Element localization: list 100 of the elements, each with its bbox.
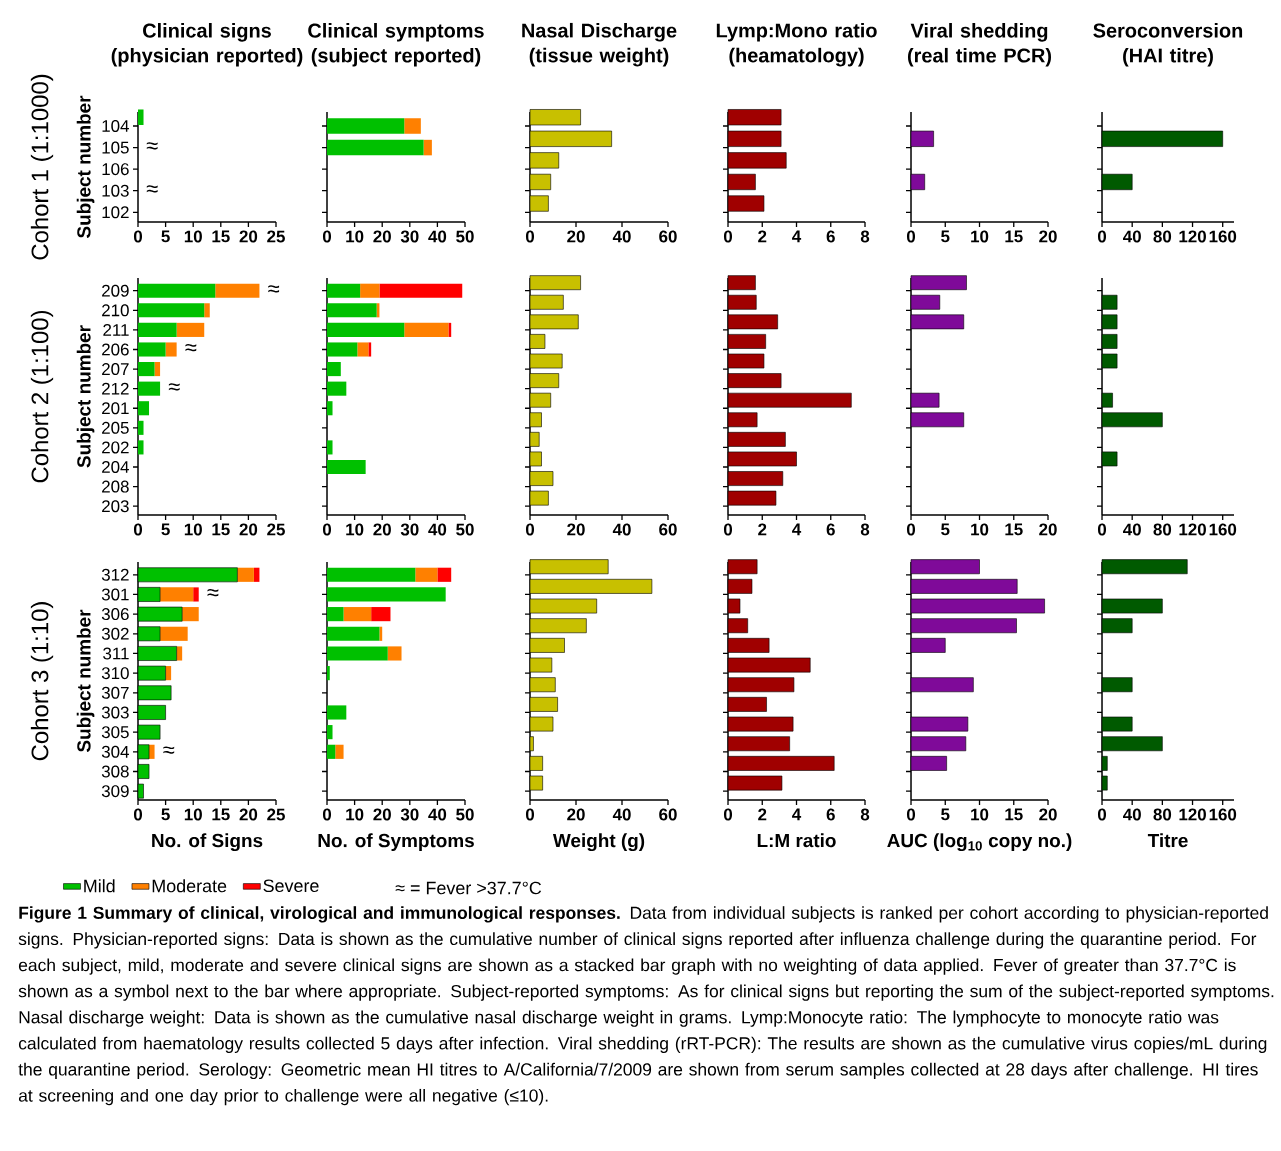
x-tick-label: 80 [1153,230,1172,243]
bar [138,401,150,416]
bar [237,567,254,582]
x-tick-label: 5 [161,230,170,243]
y-tick-label: 106 [102,163,129,176]
y-tick-label: 303 [101,706,129,719]
y-tick-label: 202 [102,441,129,454]
y-tick-label: 204 [102,461,129,474]
x-tick-label: 6 [826,808,835,821]
x-tick-label: 0 [322,523,332,536]
bar [154,362,161,377]
bar [327,705,347,720]
annotation: ≈ [163,746,175,754]
text: Cohort 3 (1:10) [30,602,54,761]
x-tick-label: 6 [826,523,835,536]
x-tick-label: 40 [1123,808,1141,821]
x-tick-label: 20 [373,230,391,243]
x-tick-label: 2 [758,808,767,821]
x-tick-label: 0 [322,230,332,243]
bar [404,118,421,134]
x-tick-label: 2 [758,523,767,536]
x-tick-label: 5 [941,230,950,243]
bar [138,283,216,298]
bar [138,440,144,455]
x-tick-label: 10 [184,523,202,536]
text: ≈ = Fever >37.7°C [395,881,542,895]
x-tick-label: 0 [133,230,143,243]
y-tick-label: 212 [102,382,129,395]
x-tick-label: 15 [1005,230,1023,243]
x-tick-label: 4 [792,523,802,536]
bar [165,666,172,681]
bar [404,322,449,337]
y-tick-label: 308 [101,765,129,778]
x-tick-label: 20 [567,808,585,821]
x-tick-label: 5 [941,808,950,821]
x-axis-title: No. of Symptoms [318,833,474,852]
bar [138,342,166,357]
x-tick-label: 15 [212,230,230,243]
chart-title: Clinical signs (physician reported) [111,23,303,67]
bar [327,626,380,641]
bar [327,567,416,582]
x-tick-label: 20 [239,230,258,243]
bar [343,607,372,622]
bar [165,342,177,357]
x-tick-label: 30 [400,523,419,536]
x-tick-label: 0 [906,523,916,536]
legend-label: Severe [263,879,319,893]
x-tick-label: 40 [1123,523,1141,536]
x-axis-title: No. of Signs [152,833,263,852]
x-tick-label: 5 [941,523,950,536]
x-tick-label: 10 [346,808,364,821]
bar [327,303,377,318]
x-tick-label: 80 [1153,808,1172,821]
x-tick-label: 0 [906,808,916,821]
bar [387,646,402,661]
y-axis-title: Subject number [76,609,95,752]
bar [327,646,388,661]
x-tick-label: 8 [860,230,870,243]
bar [160,587,194,602]
bar [327,362,341,377]
x-tick-label: 160 [1209,230,1237,243]
x-tick-label: 0 [525,808,535,821]
x-tick-label: 120 [1179,230,1206,243]
y-tick-label: 206 [102,343,129,356]
text: Cohort 2 (1:100) [30,310,54,483]
x-tick-label: 20 [1039,230,1057,243]
annotation: ≈ [146,142,158,150]
y-tick-label: 211 [103,323,129,336]
x-tick-label: 20 [373,808,391,821]
annotation: ≈ [168,383,180,391]
bar [327,666,330,681]
x-axis-title: L:M ratio [757,833,836,848]
bar [149,744,155,759]
chart-title: Clinical symptoms (subject reported) [308,23,484,67]
y-tick-label: 306 [101,608,129,621]
y-tick-label: 210 [102,304,129,317]
bar [215,283,260,298]
y-tick-label: 305 [101,726,129,739]
x-tick-label: 10 [346,523,364,536]
x-axis-title: AUC (log$_{10}$ copy no.) [887,833,1072,852]
bar [138,420,144,435]
bar [176,322,205,337]
bar [379,283,463,298]
x-tick-label: 0 [525,230,535,243]
bar [448,322,452,337]
bar [253,567,260,582]
x-tick-label: 50 [456,808,474,821]
x-tick-label: 5 [161,808,170,821]
bar [327,283,361,298]
x-tick-label: 40 [428,808,447,821]
y-tick-label: 311 [103,647,129,660]
x-tick-label: 120 [1179,808,1206,821]
y-tick-label: 205 [102,421,129,434]
x-tick-label: 40 [1123,230,1141,243]
x-tick-label: 10 [971,808,989,821]
bar [327,744,336,759]
bar [327,118,405,134]
bar [176,646,183,661]
bar [327,381,347,396]
bar [327,459,366,475]
